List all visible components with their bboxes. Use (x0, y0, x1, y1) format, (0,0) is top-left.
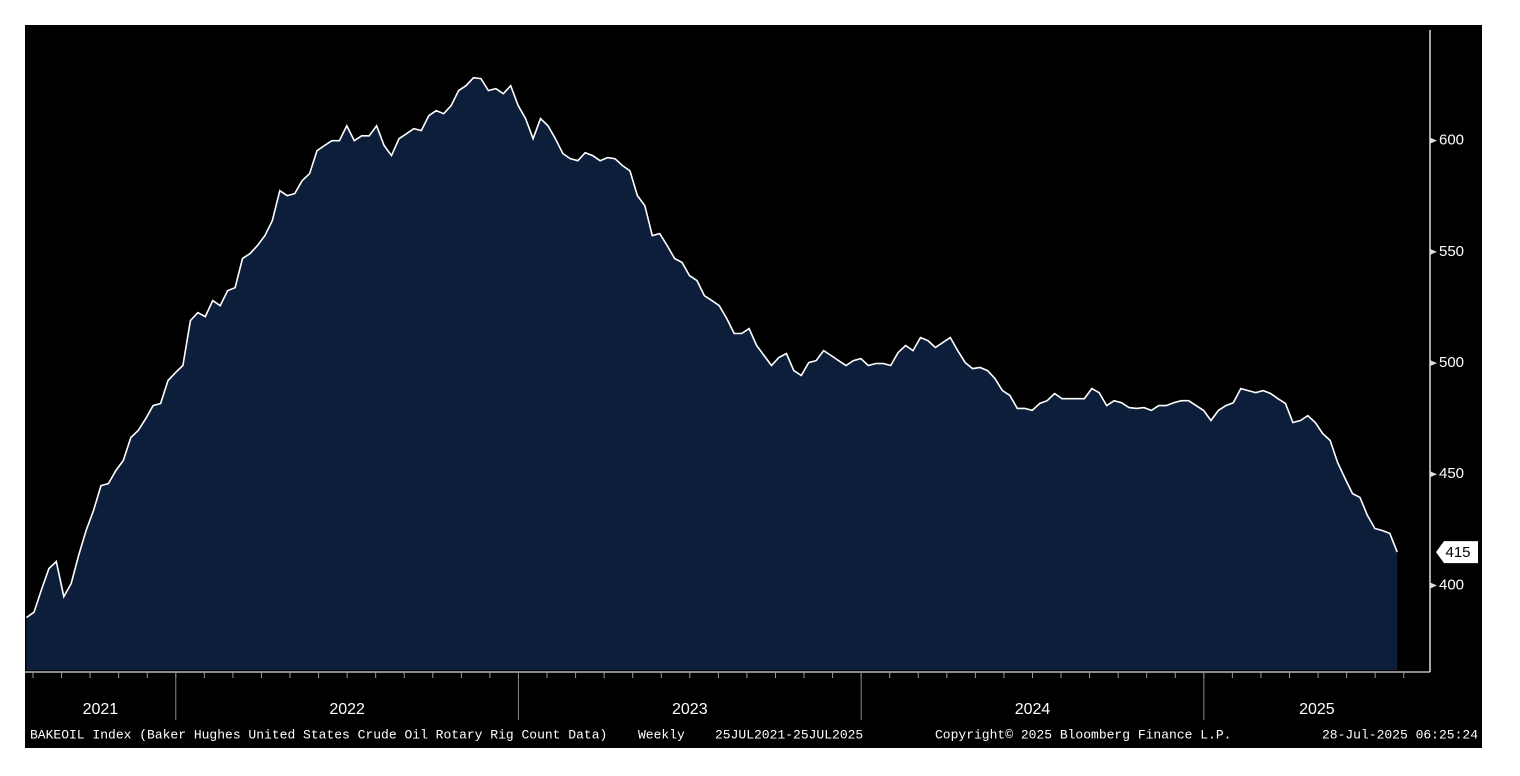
x-tick-label: 2022 (329, 701, 365, 718)
line (26, 76, 1398, 619)
y-tick-label: 400 (1439, 576, 1464, 593)
y-tick (1430, 248, 1437, 255)
date-range: 25JUL2021-25JUL2025 (715, 727, 863, 742)
x-tick-label: 2023 (672, 701, 708, 718)
y-tick (1430, 360, 1437, 367)
last-value-box (1436, 541, 1478, 564)
y-tick-label: 600 (1439, 132, 1464, 149)
area (26, 77, 1398, 670)
y-tick-label: 450 (1439, 465, 1464, 482)
source: BAKEOIL Index (Baker Hughes United State… (30, 727, 607, 742)
last-value-label: 415 (1445, 544, 1470, 561)
x-tick-label: 2025 (1299, 701, 1335, 718)
y-tick (1430, 582, 1437, 589)
y-tick (1430, 137, 1437, 144)
y-tick-label: 550 (1439, 243, 1464, 260)
frequency: Weekly (638, 727, 685, 742)
x-tick-label: 2021 (83, 701, 119, 718)
y-tick (1430, 471, 1437, 478)
timestamp: 28-Jul-2025 06:25:24 (1322, 727, 1478, 742)
y-tick-label: 500 (1439, 354, 1464, 371)
copyright: Copyright© 2025 Bloomberg Finance L.P. (935, 727, 1231, 742)
x-tick-label: 2024 (1015, 701, 1051, 718)
